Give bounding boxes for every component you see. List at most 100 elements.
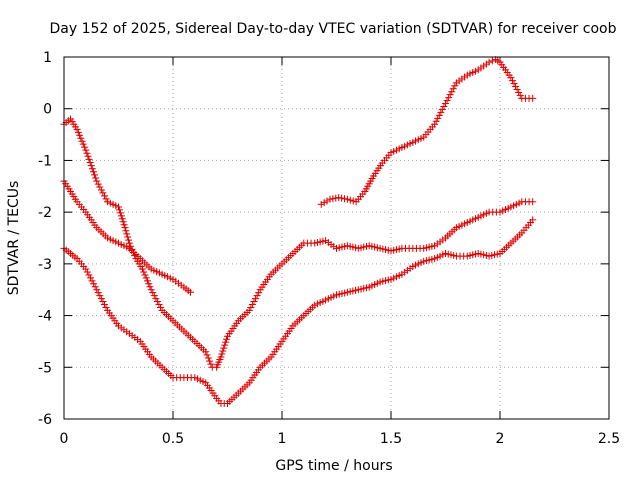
data-point [513,86,521,94]
data-point [431,120,439,128]
data-point [250,298,258,306]
data-point [118,215,126,223]
data-point [255,289,263,297]
x-tick-label: 1 [278,431,287,447]
data-point [102,303,110,311]
x-tick-label: 2 [496,431,505,447]
data-point [84,152,92,160]
data-point [438,105,446,113]
data-point [218,350,226,358]
data-point [96,292,104,300]
data-point [335,194,343,202]
data-point [245,306,253,314]
data-point [119,218,127,226]
data-point [99,189,107,197]
data-point [221,341,229,349]
data-point [222,338,230,346]
data-point [90,280,98,288]
series-4 [317,56,537,208]
data-point [141,271,149,279]
data-point [115,203,122,211]
data-point [92,174,100,182]
x-tick-label: 2.5 [598,431,620,447]
plot-frame [63,56,610,420]
data-point [86,158,94,166]
data-point [248,300,256,308]
y-tick-label: -6 [38,412,52,428]
data-point [138,265,146,273]
data-point [150,292,158,300]
chart-title: Day 152 of 2025, Sidereal Day-to-day VTE… [50,21,617,37]
data-point [204,354,212,362]
data-point [91,283,99,291]
data-point [152,295,160,303]
data-point [507,74,515,82]
series-2 [60,177,194,296]
x-tick-label: 0.5 [162,431,184,447]
data-point [82,146,90,154]
data-point [88,277,96,285]
data-point [446,91,454,99]
data-point [100,192,108,200]
data-point [253,292,261,300]
data-point [142,274,150,282]
y-tick-label: -3 [38,257,52,273]
data-point [326,195,334,203]
grid [64,57,609,419]
data-point [434,114,442,122]
data-point [122,227,130,235]
data-point [74,128,82,136]
y-tick-label: 0 [43,102,52,118]
ticks: 0 0.5 1 1.5 2 2.5 1 0 -1 -2 -3 -4 -5 -6 [38,50,620,447]
data-point [202,348,210,356]
data-point [96,183,104,191]
data-point [88,165,96,173]
data-point [87,162,95,170]
data-point [529,216,537,224]
data-point [338,194,346,202]
data-point [82,265,90,273]
data-point [147,286,155,294]
data-point [440,102,448,110]
data-point [85,155,93,163]
data-point [157,303,165,311]
data-point [437,108,445,116]
data-point [97,295,105,303]
x-tick-label: 0 [60,431,69,447]
data-point [529,94,537,102]
data-point [443,97,451,105]
data-point [149,289,157,297]
data-point [516,91,524,99]
x-tick-label: 1.5 [380,431,402,447]
data-point [317,200,325,208]
data-point [140,268,148,276]
data-point [529,198,537,206]
data-point [155,300,163,308]
data-marks [60,56,537,407]
y-tick-label: -2 [38,205,52,221]
data-point [73,125,81,133]
data-point [115,206,123,214]
y-tick-label: -4 [38,309,52,325]
data-point [124,233,132,241]
data-point [78,137,86,145]
data-point [435,111,443,119]
data-point [340,195,348,203]
data-point [97,186,105,194]
data-point [349,197,357,205]
y-tick-label: -1 [38,153,52,169]
data-point [121,224,129,232]
data-point [323,197,331,205]
data-point [219,347,227,355]
data-point [203,351,211,359]
data-point [346,196,354,204]
data-point [143,277,151,285]
data-point [247,303,255,311]
data-point [116,209,124,217]
data-point [123,230,131,238]
data-point [131,252,139,260]
data-point [79,140,87,148]
data-point [206,357,214,365]
data-point [449,85,457,93]
